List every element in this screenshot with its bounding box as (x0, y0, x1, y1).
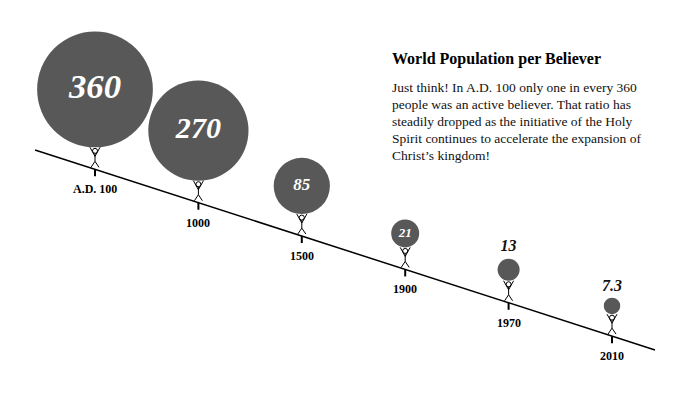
svg-text:360: 360 (68, 67, 121, 106)
svg-text:1500: 1500 (290, 249, 314, 263)
svg-text:1970: 1970 (497, 316, 521, 330)
svg-text:A.D. 100: A.D. 100 (73, 182, 117, 196)
svg-text:2010: 2010 (600, 349, 624, 363)
svg-text:Christ’s kingdom!: Christ’s kingdom! (392, 148, 490, 163)
svg-text:people was an active believer.: people was an active believer. That rati… (392, 97, 631, 112)
svg-text:13: 13 (501, 237, 517, 254)
svg-text:21: 21 (398, 225, 412, 240)
svg-text:Spirit continues to accelerate: Spirit continues to accelerate the expan… (392, 131, 641, 146)
svg-text:270: 270 (175, 111, 221, 145)
svg-text:85: 85 (293, 175, 310, 194)
svg-text:Just think! In A.D. 100 only o: Just think! In A.D. 100 only one in ever… (392, 80, 637, 95)
svg-text:steadily dropped as the initia: steadily dropped as the initiative of th… (392, 114, 633, 129)
svg-text:World Population per Believer: World Population per Believer (392, 50, 601, 68)
svg-text:1000: 1000 (186, 216, 210, 230)
svg-text:1900: 1900 (393, 282, 417, 296)
svg-text:7.3: 7.3 (602, 277, 622, 294)
